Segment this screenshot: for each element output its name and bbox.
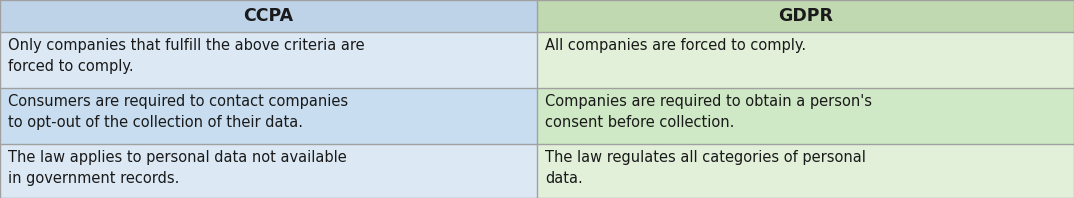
Text: All companies are forced to comply.: All companies are forced to comply.: [545, 38, 807, 53]
Text: The law regulates all categories of personal
data.: The law regulates all categories of pers…: [545, 150, 866, 186]
Bar: [537, 0, 1074, 32]
Text: CCPA: CCPA: [244, 7, 293, 25]
Text: The law applies to personal data not available
in government records.: The law applies to personal data not ava…: [8, 150, 347, 186]
Text: Only companies that fulfill the above criteria are
forced to comply.: Only companies that fulfill the above cr…: [8, 38, 365, 74]
Bar: [0, 144, 537, 198]
Text: Consumers are required to contact companies
to opt-out of the collection of thei: Consumers are required to contact compan…: [8, 94, 348, 130]
Bar: [0, 88, 537, 144]
Bar: [0, 0, 537, 32]
Bar: [537, 88, 1074, 144]
Bar: [0, 32, 537, 88]
Bar: [537, 32, 1074, 88]
Text: GDPR: GDPR: [778, 7, 833, 25]
Text: Companies are required to obtain a person's
consent before collection.: Companies are required to obtain a perso…: [545, 94, 872, 130]
Bar: [537, 144, 1074, 198]
